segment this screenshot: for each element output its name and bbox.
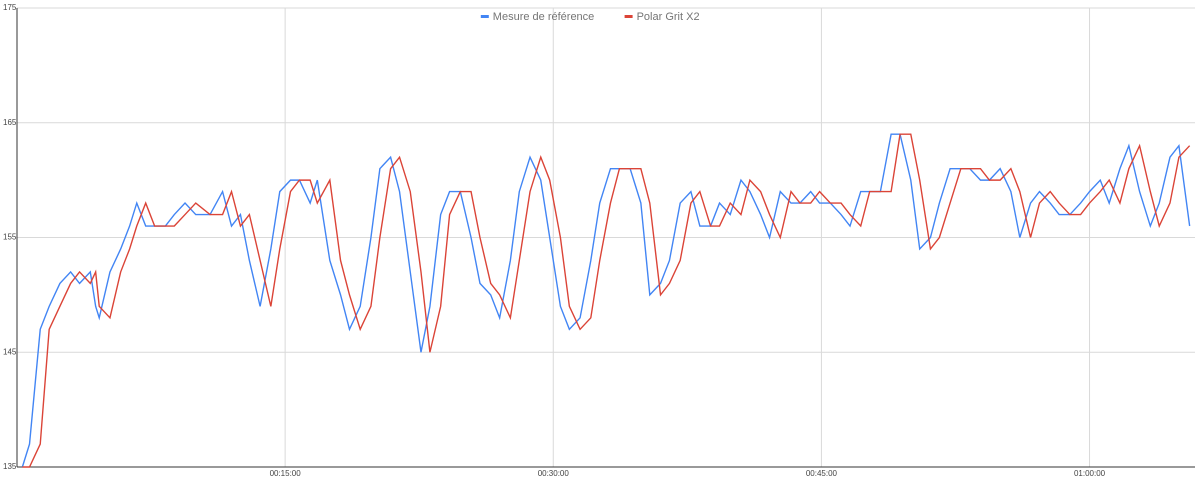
- y-tick-label: 165: [3, 118, 17, 127]
- legend-label: Polar Grit X2: [637, 11, 700, 23]
- line-series: [22, 133, 1191, 468]
- y-tick-label: 155: [3, 233, 17, 242]
- y-tick-label: 135: [3, 462, 17, 471]
- legend-swatch: [480, 15, 489, 18]
- line-series: [21, 133, 1191, 468]
- x-tick-label: 00:15:00: [270, 469, 302, 478]
- x-tick-label: 00:45:00: [806, 469, 838, 478]
- x-tick-label: 01:00:00: [1074, 469, 1106, 478]
- x-tick-label: 00:30:00: [538, 469, 570, 478]
- legend-swatch: [624, 15, 633, 18]
- y-tick-label: 175: [3, 3, 17, 12]
- legend-label: Mesure de référence: [493, 11, 595, 23]
- y-tick-label: 145: [3, 347, 17, 356]
